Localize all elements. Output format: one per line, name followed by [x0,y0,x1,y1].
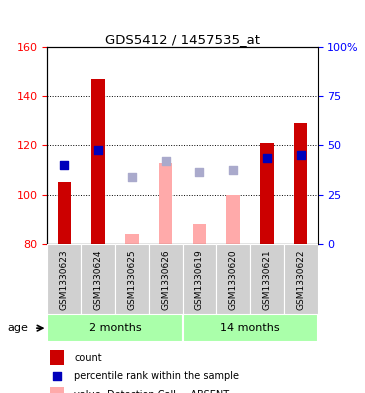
Text: count: count [74,353,102,363]
Point [230,167,236,173]
Bar [115,244,149,314]
Point [298,152,304,158]
Bar [182,314,318,342]
Text: GSM1330623: GSM1330623 [60,249,69,310]
Bar [50,350,64,365]
Bar [159,163,172,244]
Text: age: age [7,323,28,333]
Bar [193,224,206,244]
Bar [58,182,71,244]
Title: GDS5412 / 1457535_at: GDS5412 / 1457535_at [105,33,260,46]
Bar [149,244,182,314]
Text: GSM1330624: GSM1330624 [93,249,103,310]
Bar [182,244,216,314]
Bar [260,143,274,244]
Text: GSM1330620: GSM1330620 [228,249,238,310]
Bar [125,234,139,244]
Text: GSM1330626: GSM1330626 [161,249,170,310]
Point [264,154,270,161]
Text: 2 months: 2 months [89,323,141,333]
Bar [50,387,64,393]
Bar [226,195,240,244]
Point [95,147,101,153]
Point [196,169,202,176]
Point [54,373,60,379]
Bar [81,244,115,314]
Text: GSM1330621: GSM1330621 [262,249,272,310]
Bar [250,244,284,314]
Text: value, Detection Call = ABSENT: value, Detection Call = ABSENT [74,389,230,393]
Bar [216,244,250,314]
Text: GSM1330622: GSM1330622 [296,249,305,310]
Bar [47,244,81,314]
Point [61,162,67,168]
Text: GSM1330625: GSM1330625 [127,249,137,310]
Bar [284,244,318,314]
Text: percentile rank within the sample: percentile rank within the sample [74,371,239,381]
Text: GSM1330619: GSM1330619 [195,249,204,310]
Text: 14 months: 14 months [220,323,280,333]
Point [163,158,169,165]
Bar [91,79,105,244]
Bar [47,314,182,342]
Bar [294,123,307,244]
Point [129,174,135,180]
